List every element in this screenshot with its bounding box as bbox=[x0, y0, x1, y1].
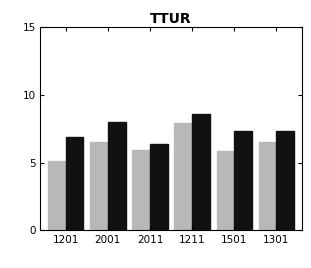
Bar bbox=[216, 151, 234, 230]
Bar bbox=[259, 142, 276, 230]
Bar bbox=[108, 122, 126, 230]
Title: TTUR: TTUR bbox=[150, 12, 192, 26]
Bar bbox=[234, 131, 252, 230]
Bar bbox=[66, 137, 83, 230]
Bar bbox=[48, 161, 66, 230]
Bar bbox=[174, 123, 192, 230]
Bar bbox=[192, 114, 210, 230]
Bar bbox=[150, 144, 168, 230]
Bar bbox=[276, 131, 294, 230]
Bar bbox=[90, 142, 108, 230]
Bar bbox=[132, 150, 150, 230]
